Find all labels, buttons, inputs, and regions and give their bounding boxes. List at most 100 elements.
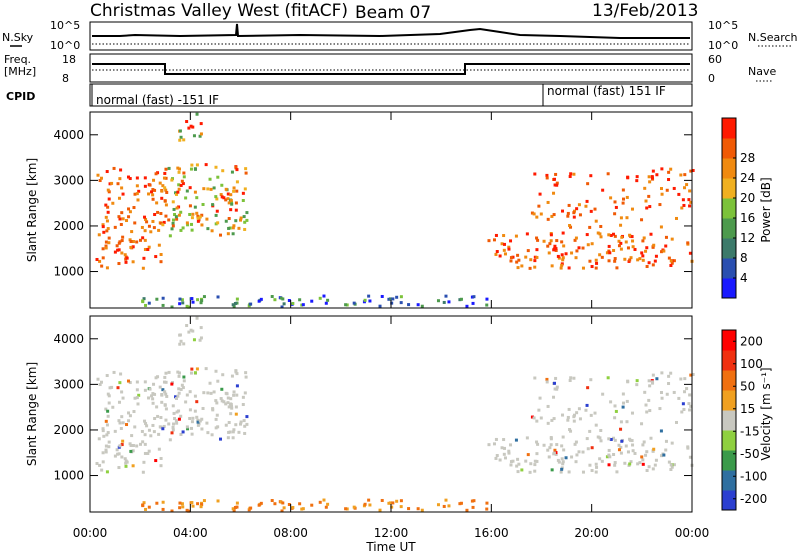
power-cell (667, 256, 671, 260)
power-cell (100, 264, 104, 268)
velocity-cell (245, 415, 249, 419)
velocity-cell (318, 500, 322, 504)
velocity-cell (179, 414, 183, 418)
power-cell (442, 300, 446, 304)
velocity-cell (187, 330, 191, 334)
velocity-cell (552, 395, 556, 399)
power-cell (670, 237, 674, 241)
velocity-cell (660, 396, 664, 400)
power-cell (546, 200, 550, 204)
velocity-cell (680, 410, 684, 414)
power-cell (546, 244, 550, 248)
velocity-cell (188, 390, 192, 394)
velocity-cell (589, 413, 593, 417)
velocity-cell (170, 431, 174, 435)
velocity-cell (171, 428, 175, 432)
velocity-cell (584, 408, 588, 412)
velocity-cell (174, 419, 178, 423)
y-tick-label: 4000 (53, 332, 84, 346)
velocity-cell (178, 506, 182, 510)
power-cell (566, 211, 570, 215)
power-cell (143, 176, 147, 180)
velocity-cell (249, 506, 253, 510)
velocity-cell (647, 379, 651, 383)
velocity-cell (115, 448, 119, 452)
velocity-cell (617, 448, 621, 452)
colorbar-swatch (722, 370, 736, 391)
velocity-cell (529, 462, 533, 466)
velocity-cell (214, 369, 218, 373)
velocity-cell (585, 403, 589, 407)
velocity-cell (212, 390, 216, 394)
power-cell (101, 225, 105, 229)
power-cell (116, 248, 120, 252)
velocity-cell (177, 391, 181, 395)
power-cell (175, 192, 179, 196)
velocity-cell (588, 429, 592, 433)
power-cell (182, 171, 186, 175)
colorbar-swatch (722, 330, 736, 351)
velocity-cell (141, 503, 145, 507)
velocity-cell (130, 434, 134, 438)
power-cell (291, 302, 295, 306)
velocity-cell (198, 419, 202, 423)
cpid-label: CPID (6, 90, 35, 103)
velocity-cell (181, 430, 185, 434)
velocity-cell (688, 408, 692, 412)
velocity-y-axis: 1000 2000 3000 4000 (53, 332, 692, 483)
power-cell (585, 233, 589, 237)
power-cell (233, 301, 237, 305)
power-cell (208, 177, 212, 181)
power-cell (667, 170, 671, 174)
velocity-cell (110, 385, 114, 389)
power-cell (553, 183, 557, 187)
power-cell (391, 297, 395, 301)
velocity-cell (148, 387, 152, 391)
power-cell (215, 209, 219, 213)
power-cell (509, 259, 513, 263)
power-cell (178, 138, 182, 142)
velocity-colorbar: 200 100 50 15 -15 -50 -100 -200 (721, 329, 767, 511)
velocity-cell (224, 391, 228, 395)
power-cell (209, 187, 213, 191)
velocity-cell (205, 421, 209, 425)
power-cell (149, 230, 153, 234)
power-cell (599, 224, 603, 228)
velocity-cell (201, 406, 205, 410)
velocity-cell (178, 342, 182, 346)
power-cell (143, 247, 147, 251)
velocity-cell (662, 453, 666, 457)
power-cell (204, 163, 208, 167)
velocity-cell (168, 438, 172, 442)
velocity-cell (539, 416, 543, 420)
power-cell (174, 215, 178, 219)
colorbar-swatch (722, 390, 736, 411)
velocity-cell (638, 461, 642, 465)
power-cell (670, 261, 674, 265)
velocity-cell (126, 379, 130, 383)
power-cell (230, 202, 234, 206)
power-cell (503, 252, 507, 256)
power-cell (177, 187, 181, 191)
power-cell (662, 249, 666, 253)
velocity-cell (536, 442, 540, 446)
velocity-cell (613, 404, 617, 408)
power-cell (590, 265, 594, 269)
velocity-cell (436, 503, 440, 507)
nsearch-tick-high: 10^5 (708, 19, 738, 32)
cpid-panel-frame (89, 83, 693, 107)
velocity-cell (554, 452, 558, 456)
power-cell (161, 223, 165, 227)
velocity-cell (552, 417, 556, 421)
colorbar-swatch (722, 278, 736, 299)
velocity-cell (216, 499, 220, 503)
power-cell (155, 201, 159, 205)
power-cell (298, 298, 302, 302)
velocity-cell (170, 509, 174, 513)
velocity-cell (151, 392, 155, 396)
velocity-cell (227, 405, 231, 409)
power-cell (244, 171, 248, 175)
power-cell (230, 170, 234, 174)
colorbar-tick-label: 200 (740, 334, 763, 348)
